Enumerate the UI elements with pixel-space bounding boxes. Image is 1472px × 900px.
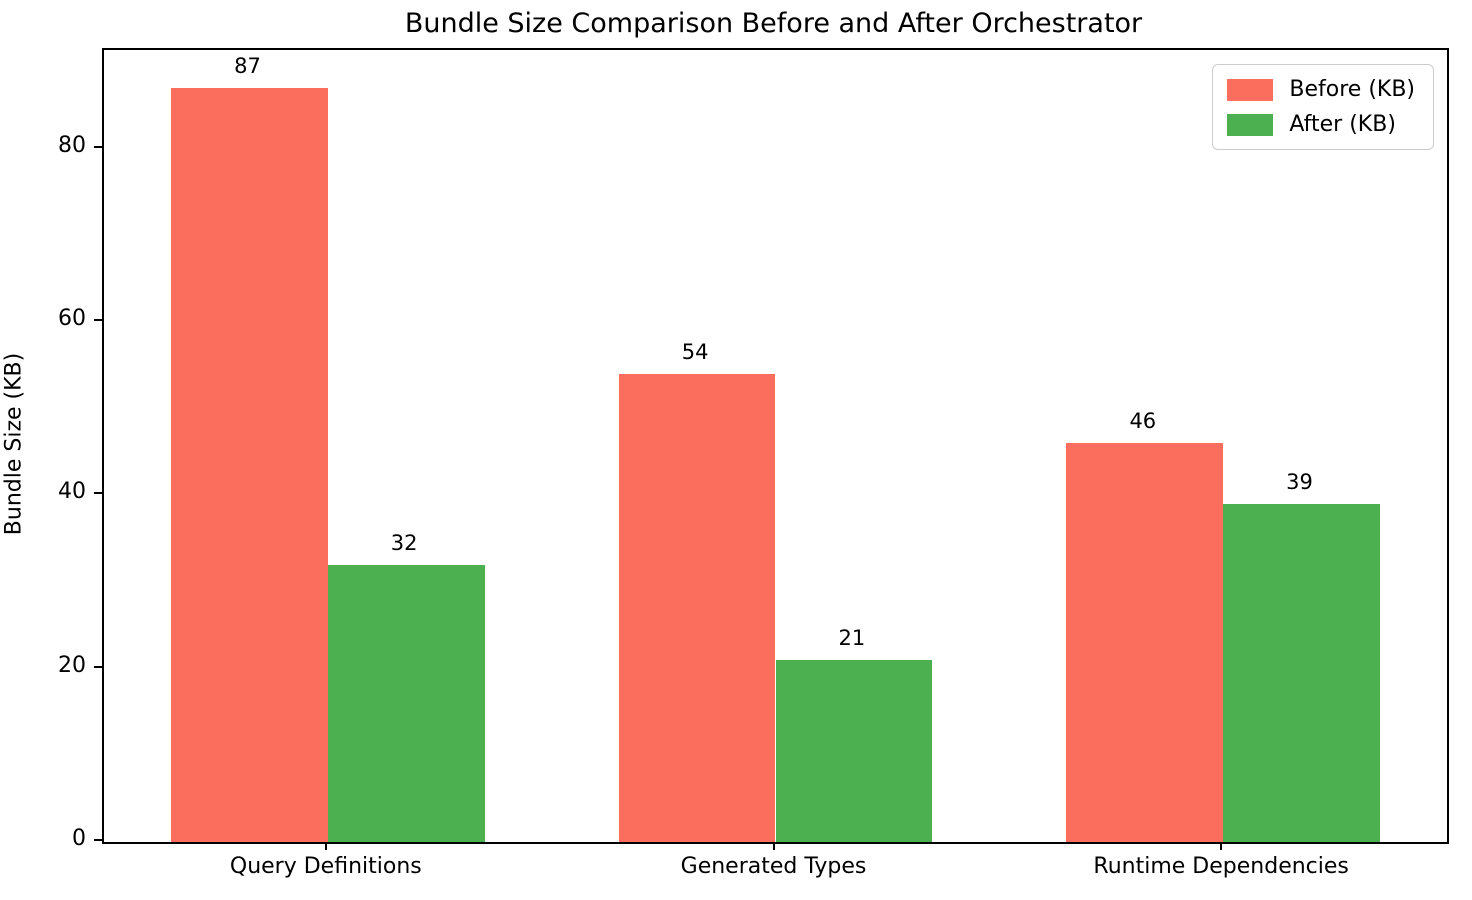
bar-after-kb-runtime-dependencies: [1223, 504, 1380, 842]
y-tick-label-80: 80: [58, 132, 86, 158]
chart-title: Bundle Size Comparison Before and After …: [404, 8, 1143, 39]
legend-row-after-kb: After (KB): [1227, 112, 1415, 137]
bar-after-kb-query-definitions: [327, 564, 485, 842]
y-tick-label-20: 20: [58, 652, 86, 678]
bar-value-label-before-kb-query-definitions: 87: [234, 54, 261, 79]
bar-before-kb-runtime-dependencies: [1066, 443, 1224, 842]
bar-value-label-after-kb-runtime-dependencies: 39: [1286, 470, 1313, 495]
y-tick-label-40: 40: [58, 479, 86, 505]
bar-before-kb-generated-types: [618, 374, 776, 842]
bar-before-kb-query-definitions: [171, 88, 328, 842]
x-tick-mark-runtime-dependencies: [1220, 842, 1223, 850]
legend-label-after-kb: After (KB): [1289, 112, 1396, 137]
x-tick-label-runtime-dependencies: Runtime Dependencies: [1093, 854, 1349, 879]
x-tick-label-generated-types: Generated Types: [680, 854, 867, 879]
legend-swatch-before-kb: [1227, 78, 1274, 101]
y-tick-mark-0: [94, 839, 102, 841]
legend-swatch-after-kb: [1227, 113, 1274, 136]
bar-value-label-after-kb-query-definitions: 32: [390, 530, 418, 555]
legend: Before (KB) After (KB): [1212, 64, 1434, 150]
y-tick-mark-20: [94, 665, 102, 668]
y-tick-mark-80: [94, 145, 102, 148]
legend-label-before-kb: Before (KB): [1289, 77, 1415, 102]
y-tick-mark-40: [94, 492, 102, 495]
y-tick-label-0: 0: [72, 826, 86, 851]
bar-value-label-before-kb-runtime-dependencies: 46: [1129, 409, 1157, 434]
bar-after-kb-generated-types: [775, 660, 933, 842]
bar-value-label-after-kb-generated-types: 21: [838, 626, 866, 651]
x-tick-mark-generated-types: [772, 842, 775, 850]
x-tick-mark-query-definitions: [324, 842, 327, 850]
y-tick-label-60: 60: [58, 306, 86, 332]
bar-value-label-before-kb-generated-types: 54: [681, 340, 709, 365]
plot-area: [102, 48, 1449, 844]
x-tick-label-query-definitions: Query Definitions: [229, 854, 422, 879]
y-tick-mark-60: [94, 319, 102, 322]
y-axis-label: Bundle Size (KB): [1, 352, 27, 536]
legend-row-before-kb: Before (KB): [1227, 77, 1415, 102]
